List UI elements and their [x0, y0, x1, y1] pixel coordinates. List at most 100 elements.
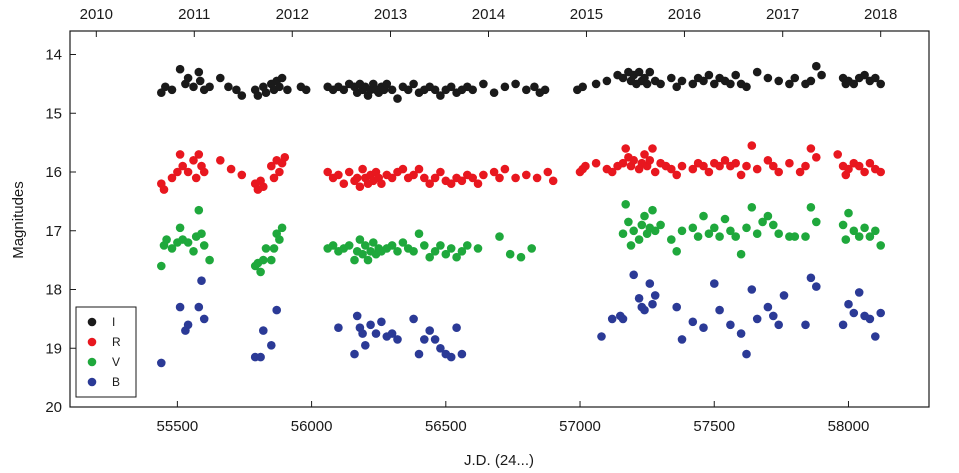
data-point: [430, 173, 440, 183]
legend-box: [75, 306, 137, 398]
data-point: [414, 229, 424, 238]
data-point: [366, 320, 375, 330]
data-point: [720, 214, 730, 224]
y-tick-label: 17: [45, 223, 62, 240]
data-point: [704, 70, 714, 80]
data-point: [758, 217, 767, 227]
data-point: [352, 173, 362, 183]
data-point: [624, 217, 633, 227]
data-point: [403, 85, 413, 95]
data-point: [334, 170, 343, 180]
legend-marker: [87, 357, 97, 367]
data-point: [844, 164, 853, 174]
data-point: [489, 167, 499, 177]
data-point: [344, 167, 354, 177]
data-point: [283, 85, 292, 95]
data-point: [790, 232, 800, 241]
legend-label: R: [112, 335, 121, 349]
data-point: [393, 335, 402, 344]
data-point: [640, 305, 649, 315]
data-point: [667, 235, 676, 244]
data-point: [645, 279, 655, 288]
data-point: [634, 235, 644, 244]
y-tick-label: 18: [45, 282, 62, 299]
data-point: [876, 167, 885, 177]
data-point: [699, 211, 708, 221]
data-point: [731, 158, 740, 168]
data-point: [377, 317, 386, 327]
data-point: [162, 235, 171, 244]
data-point: [693, 232, 703, 241]
data-point: [446, 352, 456, 362]
data-point: [871, 226, 880, 236]
data-point: [785, 158, 794, 168]
y-tick-label: 20: [45, 399, 62, 416]
data-point: [457, 247, 467, 256]
data-point: [275, 235, 284, 244]
data-point: [197, 229, 206, 238]
data-point: [355, 182, 365, 191]
data-point: [607, 314, 617, 324]
data-point: [860, 70, 869, 80]
data-point: [361, 241, 370, 250]
data-point: [344, 241, 354, 250]
data-point: [473, 179, 483, 188]
data-point: [420, 241, 429, 250]
data-point: [409, 314, 418, 324]
data-point: [430, 335, 440, 344]
data-point: [495, 173, 504, 183]
data-point: [183, 167, 193, 177]
data-point: [876, 308, 885, 318]
data-point: [795, 167, 805, 177]
data-point: [618, 314, 628, 324]
data-point: [774, 76, 783, 86]
data-point: [183, 238, 193, 247]
data-point: [548, 176, 558, 186]
data-point: [430, 247, 440, 256]
x-tick-label: 55500: [157, 418, 199, 435]
data-point: [216, 73, 225, 83]
data-point: [387, 241, 397, 250]
data-point: [812, 61, 821, 71]
data-point: [607, 167, 617, 177]
data-point: [339, 85, 349, 95]
y-tick-label: 15: [45, 105, 62, 122]
data-point: [774, 320, 783, 330]
data-point: [259, 326, 268, 335]
data-point: [876, 241, 885, 250]
data-point: [602, 76, 612, 86]
data-point: [468, 85, 478, 95]
data-point: [446, 244, 456, 253]
data-point: [226, 164, 236, 174]
data-point: [159, 185, 169, 194]
data-point: [769, 220, 778, 230]
data-point: [157, 358, 166, 368]
data-point: [699, 161, 708, 171]
data-point: [224, 82, 233, 92]
data-point: [736, 329, 746, 338]
data-point: [704, 167, 714, 177]
data-point: [742, 161, 751, 171]
data-point: [618, 229, 628, 238]
data-point: [763, 156, 773, 165]
data-point: [769, 161, 778, 171]
data-point: [688, 317, 698, 327]
data-point: [865, 314, 875, 324]
data-point: [812, 217, 821, 227]
data-point: [667, 73, 676, 83]
data-point: [637, 220, 647, 230]
data-point: [779, 291, 789, 300]
data-point: [763, 211, 773, 221]
y-tick-label: 16: [45, 164, 62, 181]
data-point: [731, 232, 740, 241]
data-point: [414, 349, 424, 359]
data-point: [189, 156, 198, 165]
x-tick-label: 56000: [291, 418, 333, 435]
data-point: [656, 220, 665, 230]
data-point: [216, 156, 225, 165]
data-point: [167, 85, 177, 95]
data-point: [195, 76, 205, 86]
data-point: [865, 232, 875, 241]
data-point: [339, 179, 349, 188]
data-point: [667, 164, 676, 174]
